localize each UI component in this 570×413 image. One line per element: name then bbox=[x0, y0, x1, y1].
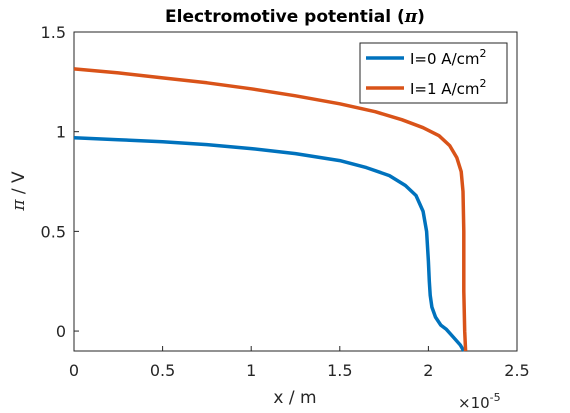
series-line-1 bbox=[73, 67, 468, 352]
x-tick-label: 1 bbox=[246, 361, 256, 380]
y-axis: 0 0.5 1 1.5 bbox=[41, 23, 79, 341]
series-line-0 bbox=[73, 135, 466, 352]
x-tick-label: 1.5 bbox=[327, 361, 352, 380]
legend-box bbox=[359, 42, 508, 104]
x-tick-label: 2.5 bbox=[504, 361, 529, 380]
chart-title: Electromotive potential (π) bbox=[165, 7, 425, 27]
legend-label-i0: I=0 A/cm2 bbox=[410, 47, 486, 68]
series-layer bbox=[73, 67, 468, 352]
x-tick-label: 2 bbox=[423, 361, 433, 380]
x-axis: 0 0.5 1 1.5 2 2.5 bbox=[69, 346, 530, 380]
x-tick-label: 0.5 bbox=[150, 361, 175, 380]
plot-frame bbox=[73, 31, 518, 352]
y-tick-label: 0 bbox=[56, 322, 66, 341]
legend: I=0 A/cm2 I=1 A/cm2 bbox=[359, 42, 508, 104]
y-tick-label: 1.5 bbox=[41, 23, 66, 42]
x-exponent-label: ×10-5 bbox=[458, 391, 501, 412]
x-axis-title: x / m bbox=[273, 388, 316, 408]
x-tick-label: 0 bbox=[69, 361, 79, 380]
y-axis-title: π / V bbox=[9, 171, 29, 212]
y-tick-label: 1 bbox=[56, 123, 66, 142]
y-tick-label: 0.5 bbox=[41, 222, 66, 241]
legend-label-i1: I=1 A/cm2 bbox=[410, 77, 486, 98]
